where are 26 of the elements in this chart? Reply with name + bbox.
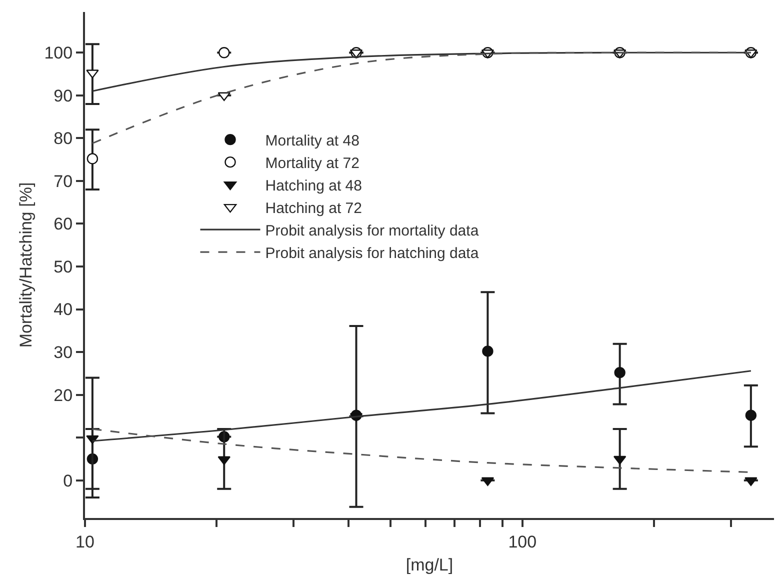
y-axis-title: Mortality/Hatching [%] bbox=[16, 182, 36, 348]
y-tick-label: 90 bbox=[54, 86, 73, 106]
point bbox=[745, 410, 757, 421]
point bbox=[482, 346, 494, 357]
x-tick-label: 10 bbox=[76, 532, 94, 552]
legend-label: Probit analysis for mortality data bbox=[265, 222, 480, 240]
y-tick-label: 20 bbox=[54, 386, 73, 405]
y-tick-label: 60 bbox=[54, 214, 73, 234]
y-tick-label: 50 bbox=[54, 257, 73, 276]
point bbox=[86, 153, 98, 164]
y-tick-label: 80 bbox=[54, 129, 73, 148]
y-tick-label: 30 bbox=[54, 342, 73, 362]
legend-label: Hatching at 72 bbox=[265, 200, 362, 217]
legend-label: Mortality at 72 bbox=[265, 154, 360, 172]
point bbox=[613, 456, 626, 465]
y-tick-label: 0 bbox=[63, 471, 73, 490]
y-tick-label: 70 bbox=[54, 172, 73, 191]
legend-label: Hatching at 48 bbox=[265, 177, 362, 194]
point bbox=[218, 92, 230, 102]
point bbox=[86, 435, 99, 444]
legend-label: Mortality at 48 bbox=[265, 132, 360, 150]
point bbox=[614, 366, 626, 378]
y-tick-label: 100 bbox=[44, 44, 73, 63]
legend-label: Probit analysis for hatching data bbox=[265, 244, 480, 262]
y-tick-label: 40 bbox=[54, 300, 73, 320]
x-axis-title: [mg/L] bbox=[406, 555, 454, 574]
